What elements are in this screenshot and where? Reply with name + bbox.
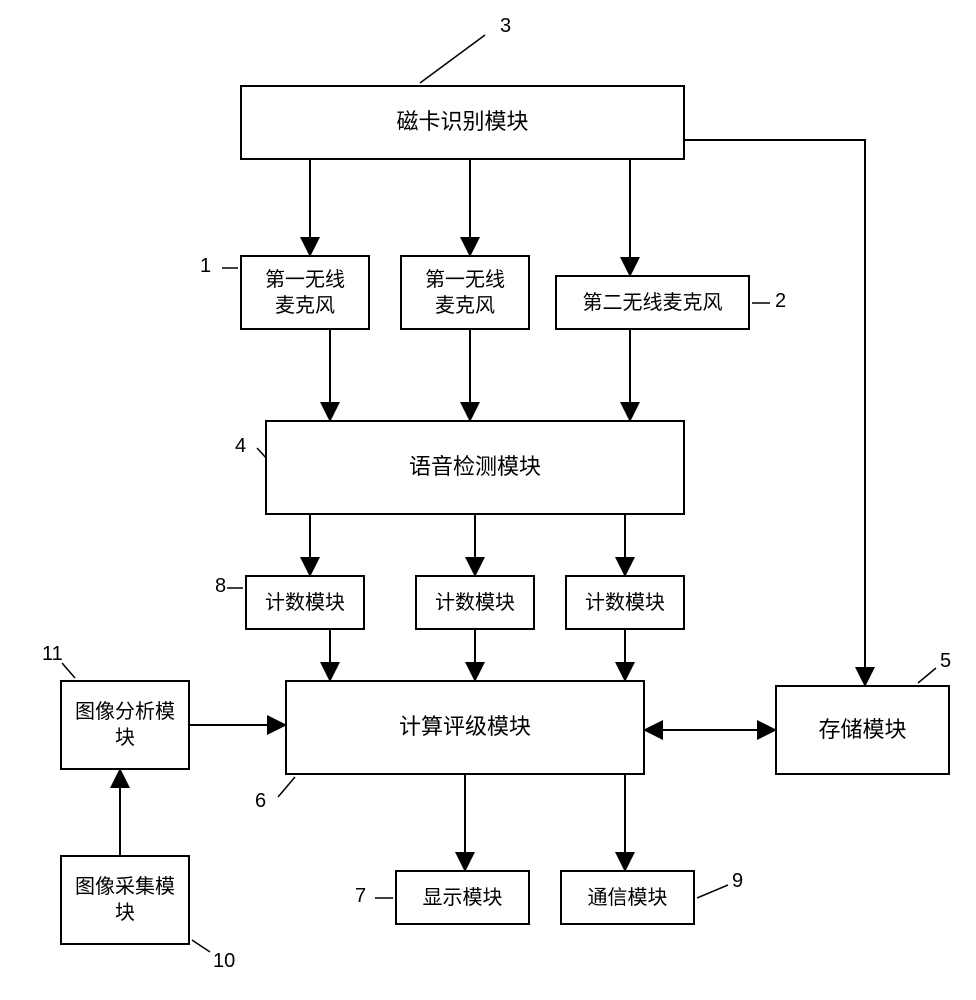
leader-6	[918, 668, 936, 683]
ref-label-7: 7	[355, 885, 366, 908]
node-label: 计数模块	[265, 590, 345, 616]
node-n8b: 计数模块	[415, 575, 535, 630]
node-label: 第一无线 麦克风	[425, 267, 505, 319]
ref-label-6: 6	[255, 790, 266, 813]
node-n11: 图像分析模 块	[60, 680, 190, 770]
ref-label-10: 10	[213, 950, 235, 973]
node-n6: 计算评级模块	[285, 680, 645, 775]
node-label: 存储模块	[818, 716, 906, 745]
leader-7	[278, 777, 295, 797]
node-n1b: 第一无线 麦克风	[400, 255, 530, 330]
node-label: 语音检测模块	[409, 453, 541, 482]
node-label: 磁卡识别模块	[396, 108, 528, 137]
node-label: 显示模块	[423, 885, 503, 911]
node-n4: 语音检测模块	[265, 420, 685, 515]
ref-label-4: 4	[235, 435, 246, 458]
node-n10: 图像采集模 块	[60, 855, 190, 945]
node-label: 第一无线 麦克风	[265, 267, 345, 319]
ref-label-1: 1	[200, 255, 211, 278]
node-label: 计算评级模块	[399, 713, 531, 742]
ref-label-11: 11	[42, 643, 63, 666]
node-n8c: 计数模块	[565, 575, 685, 630]
node-label: 通信模块	[588, 885, 668, 911]
node-label: 计数模块	[435, 590, 515, 616]
leader-9	[697, 885, 728, 898]
node-n8a: 计数模块	[245, 575, 365, 630]
node-n9: 通信模块	[560, 870, 695, 925]
node-n7: 显示模块	[395, 870, 530, 925]
node-label: 计数模块	[585, 590, 665, 616]
ref-label-8: 8	[215, 575, 226, 598]
leader-10	[192, 940, 210, 952]
node-n3: 磁卡识别模块	[240, 85, 685, 160]
node-n5: 存储模块	[775, 685, 950, 775]
node-label: 图像采集模 块	[75, 874, 175, 926]
leader-5	[62, 663, 75, 678]
node-n2: 第二无线麦克风	[555, 275, 750, 330]
ref-label-2: 2	[775, 290, 786, 313]
ref-label-3: 3	[500, 15, 511, 38]
edge-3	[685, 140, 865, 685]
ref-label-9: 9	[732, 870, 743, 893]
leader-0	[420, 35, 485, 83]
node-label: 第二无线麦克风	[583, 290, 723, 316]
node-label: 图像分析模 块	[75, 699, 175, 751]
ref-label-5: 5	[940, 650, 951, 673]
node-n1a: 第一无线 麦克风	[240, 255, 370, 330]
